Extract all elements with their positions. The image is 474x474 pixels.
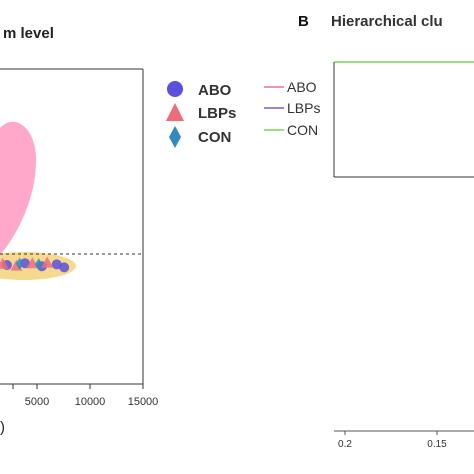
legend-con-diamond	[169, 126, 181, 148]
panel-a-title: m level	[3, 25, 54, 42]
x-axis-b: 0.2 0.15	[334, 430, 474, 450]
x-tick-label: 10000	[75, 396, 106, 408]
lbps-point	[0, 257, 9, 269]
legend-abo-line-label: ABO	[287, 79, 317, 95]
x-tick-label: 15000	[128, 396, 159, 408]
legend-lbps-line-label: LBPs	[287, 100, 320, 116]
x-tick-label: 0.2	[338, 439, 352, 450]
x-tick-label: 0.15	[427, 439, 447, 450]
x-tick-label: 5000	[25, 396, 49, 408]
abo-ellipse	[0, 121, 36, 256]
axis-title-fragment: )	[0, 419, 5, 436]
con-point	[34, 258, 43, 271]
panel-b-title: Hierarchical clu	[331, 13, 443, 30]
scatter-points	[0, 256, 70, 273]
dendrogram	[333, 61, 474, 178]
legend-lines: ABO LBPs CON	[264, 79, 320, 138]
legend-con-line-label: CON	[287, 122, 318, 138]
legend-abo-circle	[167, 81, 183, 97]
lbps-point	[26, 257, 39, 269]
lbps-point	[41, 256, 54, 268]
panel-b-letter: B	[298, 13, 309, 30]
legend-con-label: CON	[198, 129, 231, 146]
abo-point	[59, 262, 70, 273]
legend-markers: ABO LBPs CON	[166, 81, 236, 148]
legend-lbps-label: LBPs	[198, 105, 236, 122]
legend-abo-label: ABO	[198, 82, 232, 99]
legend-lbps-triangle	[166, 103, 184, 121]
x-axis-a: 5000 10000 15000	[12, 384, 159, 408]
con-point	[15, 257, 24, 270]
panel-a-plot: 5000 10000 15000 )	[0, 68, 159, 436]
abo-point	[19, 258, 30, 269]
